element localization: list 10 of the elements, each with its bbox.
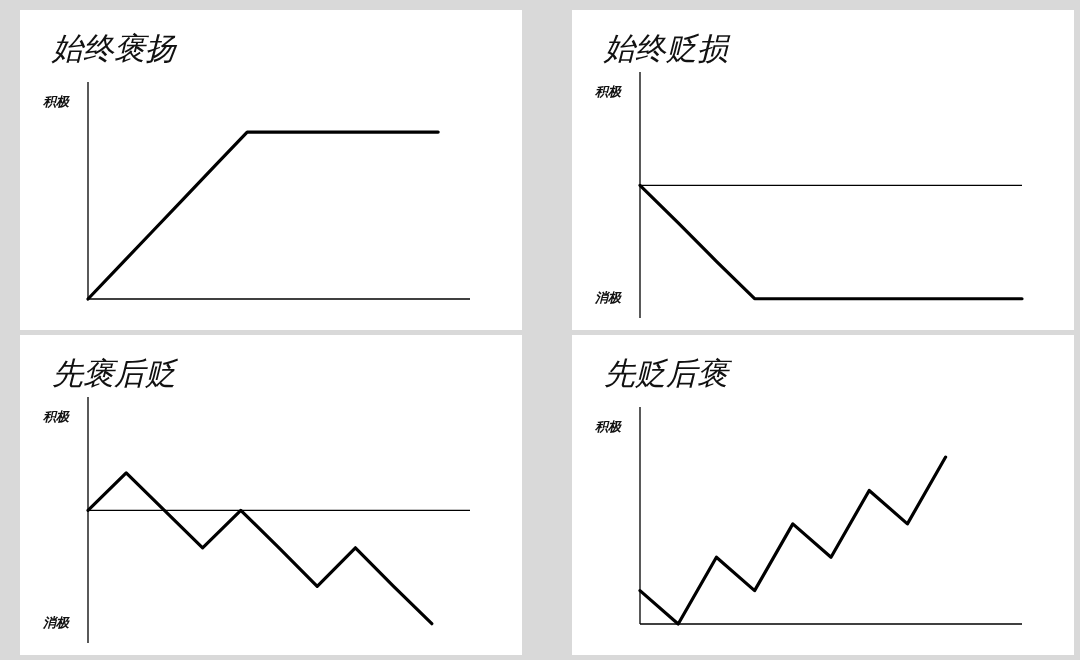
text: 积极 [42,409,70,424]
text: 积极 [42,94,70,109]
chart-title: 先贬后褒 [604,355,733,391]
chart-title: 先褒后贬 [52,355,178,391]
chart-title: 始终褒扬 [51,30,178,66]
text: 消极 [594,290,622,305]
chart-title: 始终贬损 [603,30,731,66]
text: 积极 [594,84,622,99]
text: 积极 [594,419,622,434]
text: 消极 [42,615,70,630]
